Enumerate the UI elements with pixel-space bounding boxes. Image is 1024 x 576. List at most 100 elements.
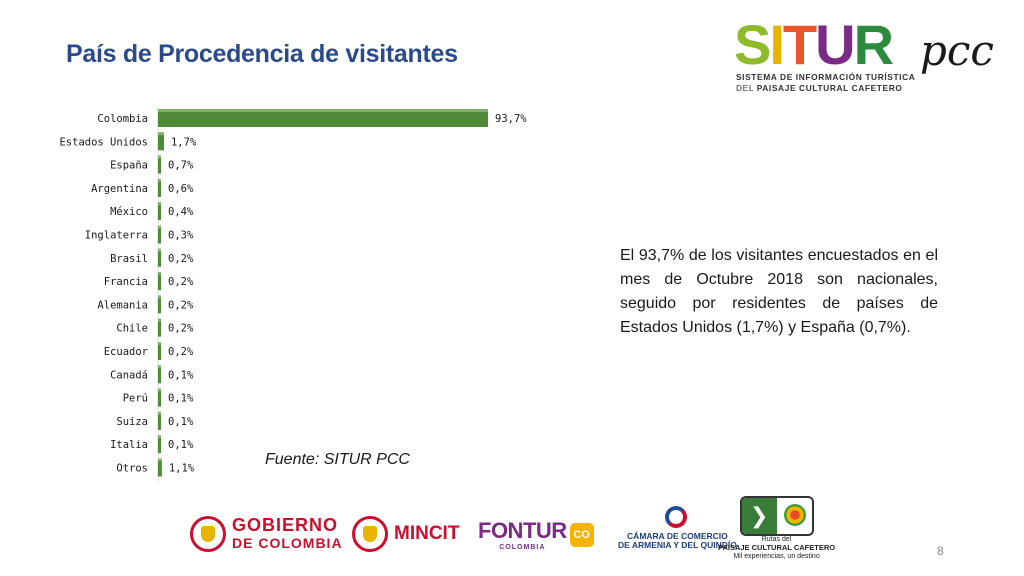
bar-highlight — [158, 225, 161, 229]
fontur-logo: FONTUR COLOMBIA CO — [478, 518, 594, 551]
co-badge-icon: CO — [569, 522, 594, 547]
bar — [158, 342, 161, 360]
bar-highlight — [158, 178, 161, 182]
bar — [158, 225, 161, 244]
footer-logos: GOBIERNO DE COLOMBIA MINCIT FONTUR COLOM… — [0, 496, 1024, 566]
bar-highlight — [158, 295, 161, 299]
situr-logo-subtitle-1: SISTEMA DE INFORMACIÓN TURÍSTICA — [736, 72, 916, 82]
data-label: 1,7% — [171, 136, 197, 148]
bar — [158, 365, 161, 384]
data-label: 0,2% — [168, 276, 194, 288]
rutas-mark-icon: ❯ — [739, 496, 814, 536]
gobierno-line-2: DE COLOMBIA — [232, 535, 343, 551]
bar-chart: Colombia 93,7% Estados Unidos 1,7% España 0,7… — [59, 107, 527, 482]
bar — [158, 202, 161, 221]
bar-highlight — [158, 411, 161, 415]
data-label: 0,1% — [168, 369, 194, 381]
camara-mark-icon — [662, 506, 692, 532]
camara-line-1: CÁMARA DE COMERCIO — [627, 531, 728, 541]
bar — [158, 109, 488, 127]
colombia-seal-icon — [190, 516, 226, 552]
category-label: Italia — [110, 439, 148, 451]
category-label: Chile — [116, 323, 148, 335]
category-label: Estados Unidos — [59, 136, 148, 148]
category-label: Otros — [116, 463, 148, 475]
situr-logo-letter: T — [782, 13, 817, 76]
bar-highlight — [158, 109, 488, 112]
bar-highlight — [158, 365, 161, 369]
bar-highlight — [158, 435, 161, 439]
bar — [158, 435, 161, 454]
mincit-seal-icon — [352, 516, 388, 552]
data-label: 0,1% — [168, 439, 194, 451]
category-label: Inglaterra — [85, 230, 148, 242]
bar — [158, 248, 161, 267]
category-label: España — [110, 160, 148, 172]
data-label: 1,1% — [169, 463, 195, 475]
situr-logo-letter: I — [769, 13, 785, 76]
fontur-sublabel: COLOMBIA — [499, 544, 546, 551]
bar — [158, 272, 161, 291]
mincit-label: MINCIT — [394, 523, 460, 544]
category-label: Ecuador — [104, 346, 148, 358]
mincit-logo: MINCIT — [352, 516, 459, 552]
rutas-line-3: Mil experiencias, un destino — [733, 553, 820, 560]
rutas-line-1: Rutas del — [761, 536, 792, 543]
category-label: Francia — [104, 276, 148, 288]
category-label: Perú — [123, 393, 148, 405]
situr-logo-subtitle-2: DEL PAISAJE CULTURAL CAFETERO — [736, 83, 903, 93]
data-label: 0,1% — [168, 416, 194, 428]
rutas-line-2: PAISAJE CULTURAL CAFETERO — [718, 543, 836, 552]
data-label: 0,6% — [168, 183, 194, 195]
bar-highlight — [158, 248, 161, 252]
data-label: 0,7% — [168, 160, 194, 172]
bar-highlight — [158, 458, 162, 462]
situr-logo: SITUR pcc SISTEMA DE INFORMACIÓN TURÍSTI… — [730, 13, 1000, 98]
bar — [158, 295, 161, 314]
data-label: 0,1% — [168, 393, 194, 405]
data-label: 93,7% — [495, 113, 527, 125]
category-label: Colombia — [97, 113, 148, 125]
bar-highlight — [158, 318, 161, 322]
bar-highlight — [158, 342, 161, 345]
rutas-logo: ❯ Rutas del PAISAJE CULTURAL CAFETERO Mi… — [718, 496, 835, 561]
data-label: 0,3% — [168, 230, 194, 242]
bar — [158, 155, 161, 174]
page-number: 8 — [937, 544, 944, 558]
bar-highlight — [158, 272, 161, 276]
bar-highlight — [158, 388, 161, 392]
gobierno-line-1: GOBIERNO — [232, 515, 339, 535]
data-label: 0,2% — [168, 346, 194, 358]
bar — [158, 458, 162, 477]
situr-logo-letter: R — [853, 13, 894, 76]
gobierno-logo: GOBIERNO DE COLOMBIA — [190, 516, 343, 552]
camara-line-2: DE ARMENIA Y DEL QUINDÍO — [618, 540, 737, 550]
data-label: 0,2% — [168, 323, 194, 335]
category-label: México — [110, 206, 148, 218]
source-note: Fuente: SITUR PCC — [265, 451, 410, 468]
situr-logo-letter: U — [815, 13, 855, 76]
situr-logo-suffix: pcc — [920, 26, 994, 75]
fontur-label: FONTUR — [478, 518, 567, 543]
bar — [158, 178, 161, 197]
situr-logo-word: SITUR — [734, 12, 894, 77]
bar — [158, 318, 161, 337]
bar-highlight — [158, 132, 164, 136]
bar-highlight — [158, 202, 161, 206]
category-label: Canadá — [110, 369, 148, 381]
data-label: 0,2% — [168, 299, 194, 311]
category-label: Alemania — [97, 299, 148, 311]
bar — [158, 132, 164, 151]
category-label: Suiza — [116, 416, 148, 428]
camara-logo: CÁMARA DE COMERCIO DE ARMENIA Y DEL QUIN… — [618, 506, 737, 550]
category-label: Brasil — [110, 253, 148, 265]
data-label: 0,4% — [168, 206, 194, 218]
page-title: País de Procedencia de visitantes — [66, 40, 458, 68]
bar — [158, 388, 161, 407]
category-label: Argentina — [91, 183, 148, 195]
situr-logo-letter: S — [734, 13, 771, 76]
description-text: El 93,7% de los visitantes encuestados e… — [620, 247, 938, 336]
data-label: 0,2% — [168, 253, 194, 265]
bar — [158, 411, 161, 430]
bar-highlight — [158, 155, 161, 159]
